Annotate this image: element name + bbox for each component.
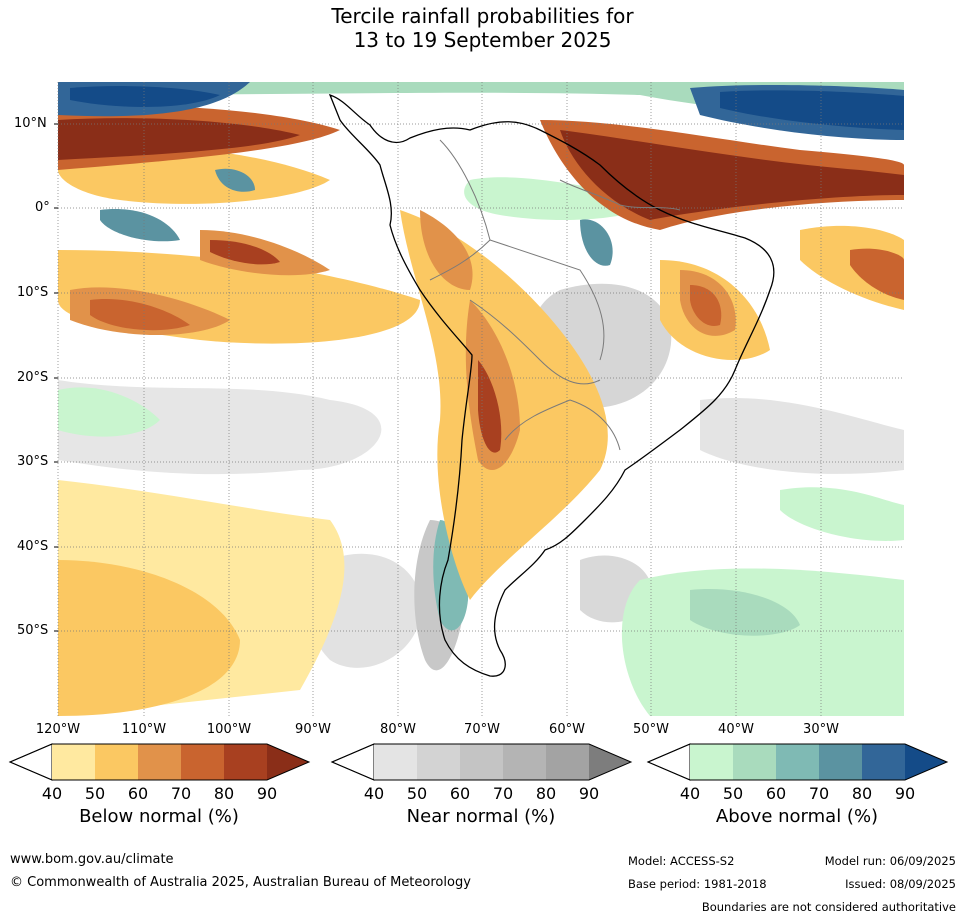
colorbars bbox=[8, 743, 949, 781]
equatorial-bands bbox=[58, 82, 904, 266]
near-swatch bbox=[460, 744, 503, 780]
lon-label: 100°W bbox=[206, 722, 252, 737]
colorbar-near-normal bbox=[330, 743, 633, 781]
cb-tick: 70 bbox=[808, 784, 830, 803]
above-swatch bbox=[690, 744, 733, 780]
cb-tick: 60 bbox=[449, 784, 471, 803]
lon-label: 30°W bbox=[803, 722, 839, 737]
cb-tick: 90 bbox=[894, 784, 916, 803]
cb-tick: 90 bbox=[578, 784, 600, 803]
colorbar-label-below: Below normal (%) bbox=[79, 806, 239, 827]
cb-tick: 40 bbox=[363, 784, 385, 803]
model-run-text: Model run: 06/09/2025 bbox=[824, 854, 956, 868]
model-text: Model: ACCESS-S2 bbox=[628, 854, 735, 868]
lon-label: 40°W bbox=[718, 722, 754, 737]
cb-tick: 80 bbox=[535, 784, 557, 803]
lon-label: 70°W bbox=[464, 722, 500, 737]
cb-tick: 80 bbox=[213, 784, 235, 803]
south-america-coastline bbox=[328, 93, 775, 677]
lat-label: 50°S bbox=[17, 623, 49, 638]
above-arrow-low bbox=[646, 743, 691, 781]
above-swatch bbox=[733, 744, 776, 780]
above-swatch bbox=[819, 744, 862, 780]
gridlines bbox=[57, 82, 904, 716]
copyright-text: © Commonwealth of Australia 2025, Austra… bbox=[10, 875, 471, 890]
above-swatch bbox=[776, 744, 819, 780]
below-normal-fields bbox=[58, 146, 904, 716]
cb-tick: 40 bbox=[679, 784, 701, 803]
lat-label: 0° bbox=[35, 200, 50, 215]
cb-tick: 90 bbox=[256, 784, 278, 803]
map-field bbox=[58, 82, 904, 716]
below-arrow-high bbox=[267, 744, 309, 780]
near-swatch bbox=[374, 744, 417, 780]
below-swatch bbox=[95, 744, 138, 780]
cb-tick: 40 bbox=[41, 784, 63, 803]
above-normal-patches bbox=[58, 177, 904, 716]
lon-label: 80°W bbox=[380, 722, 416, 737]
lat-label: 40°S bbox=[17, 539, 49, 554]
cb-tick: 50 bbox=[84, 784, 106, 803]
cb-tick: 50 bbox=[722, 784, 744, 803]
colorbar-label-near: Near normal (%) bbox=[406, 806, 556, 827]
below-swatch bbox=[224, 744, 267, 780]
lat-label: 30°S bbox=[17, 454, 49, 469]
near-arrow-low bbox=[330, 743, 375, 781]
colorbar-below-normal bbox=[8, 743, 311, 781]
lon-label: 90°W bbox=[295, 722, 331, 737]
boundaries-note: Boundaries are not considered authoritat… bbox=[701, 900, 956, 914]
near-swatch bbox=[417, 744, 460, 780]
near-swatch bbox=[503, 744, 546, 780]
lon-label: 120°W bbox=[35, 722, 81, 737]
map-frame-ticks bbox=[54, 123, 58, 632]
lon-label: 50°W bbox=[633, 722, 669, 737]
country-borders bbox=[429, 139, 681, 451]
lon-label: 110°W bbox=[121, 722, 167, 737]
cb-tick: 70 bbox=[170, 784, 192, 803]
website-link[interactable]: www.bom.gov.au/climate bbox=[10, 852, 174, 867]
title-line-2: 13 to 19 September 2025 bbox=[353, 28, 612, 52]
lat-label: 10°N bbox=[14, 116, 47, 131]
issued-text: Issued: 08/09/2025 bbox=[845, 877, 956, 891]
map-title: Tercile rainfall probabilities for 13 to… bbox=[0, 4, 965, 52]
lat-label: 10°S bbox=[17, 285, 49, 300]
near-arrow-high bbox=[589, 744, 631, 780]
cb-tick: 80 bbox=[851, 784, 873, 803]
below-swatch bbox=[52, 744, 95, 780]
above-arrow-high bbox=[905, 744, 947, 780]
lat-label: 20°S bbox=[17, 370, 49, 385]
below-swatch bbox=[181, 744, 224, 780]
base-period-text: Base period: 1981-2018 bbox=[628, 877, 767, 891]
colorbar-label-above: Above normal (%) bbox=[715, 806, 879, 827]
above-swatch bbox=[862, 744, 905, 780]
cb-tick: 60 bbox=[765, 784, 787, 803]
colorbar-above-normal bbox=[646, 743, 949, 781]
title-line-1: Tercile rainfall probabilities for bbox=[331, 4, 634, 28]
cb-tick: 50 bbox=[406, 784, 428, 803]
lon-label: 60°W bbox=[549, 722, 585, 737]
near-swatch bbox=[546, 744, 589, 780]
cb-tick: 70 bbox=[492, 784, 514, 803]
below-arrow-low bbox=[8, 743, 53, 781]
below-swatch bbox=[138, 744, 181, 780]
cb-tick: 60 bbox=[127, 784, 149, 803]
